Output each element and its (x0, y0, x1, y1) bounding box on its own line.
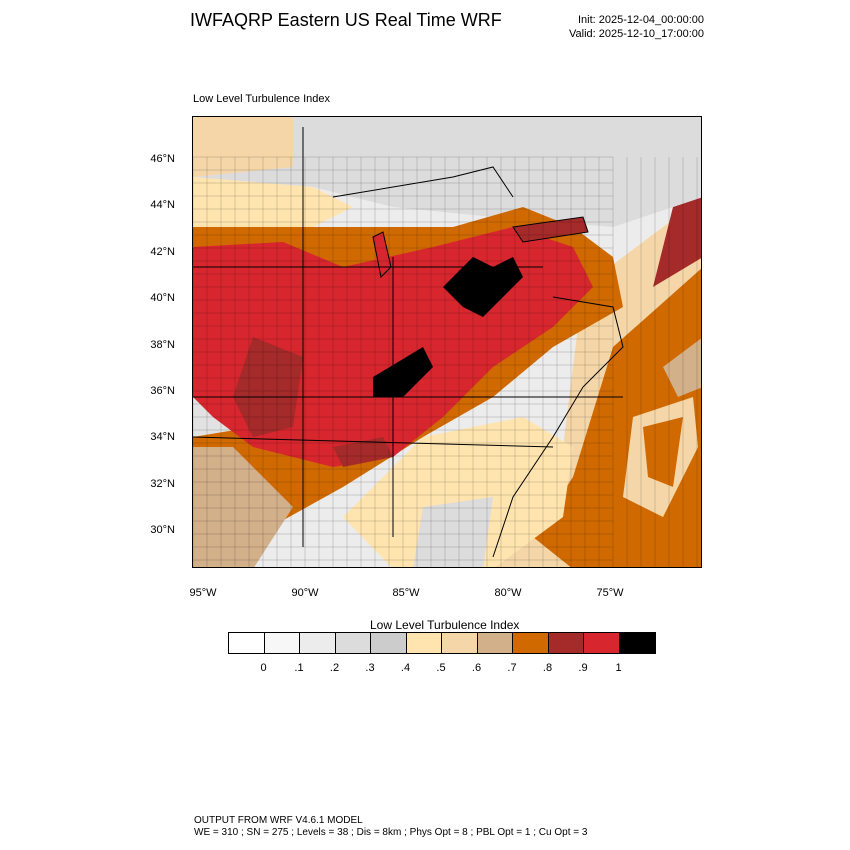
valid-time: Valid: 2025-12-10_17:00:00 (569, 28, 704, 40)
colorbar-tick-label: .6 (471, 662, 482, 674)
colorbar-tick-label: .2 (329, 662, 340, 674)
longitude-label: 75°W (596, 587, 624, 599)
colorbar-swatch (584, 633, 620, 653)
southeast-gray-region (413, 497, 493, 567)
ocean-dark-red-patch (653, 197, 701, 287)
colorbar-swatch (264, 633, 300, 653)
northwest-tan-region (193, 117, 293, 177)
latitude-label: 38°N (150, 338, 175, 351)
latitude-label: 36°N (150, 385, 175, 397)
ocean-tan-band (663, 338, 701, 397)
panel-title: Low Level Turbulence Index (193, 93, 330, 105)
turbulence-map (193, 117, 701, 567)
colorbar-tick-label: .1 (294, 662, 304, 674)
colorbar-swatch (371, 633, 407, 653)
latitude-label: 46°N (150, 153, 175, 165)
latitude-label: 44°N (150, 199, 175, 212)
ocean-orange-core (643, 417, 683, 487)
longitude-label: 95°W (189, 587, 217, 599)
colorbar-swatch (406, 633, 442, 653)
latitude-label: 34°N (150, 431, 175, 444)
lake-erie (512, 216, 589, 243)
colorbar-tick-label: .7 (507, 662, 517, 674)
init-time: Init: 2025-12-04_00:00:00 (578, 14, 704, 26)
longitude-label: 80°W (494, 587, 522, 599)
latitude-label: 42°N (150, 245, 175, 258)
colorbar-tick-label: .3 (365, 662, 375, 674)
southwest-tan-region (193, 447, 293, 567)
colorbar-swatch (442, 633, 478, 653)
longitude-label: 85°W (392, 587, 420, 599)
border-line (193, 436, 554, 448)
dark-red-region (233, 337, 303, 437)
colorbar-swatch (335, 633, 371, 653)
colorbar-tick-label: .8 (542, 662, 553, 674)
footer-line-1: OUTPUT FROM WRF V4.6.1 MODEL (194, 815, 363, 826)
state-borders (193, 127, 624, 558)
southeast-light-region (343, 417, 573, 567)
latitude-label: 32°N (150, 477, 175, 490)
colorbar (228, 632, 656, 654)
footer-line-2: WE = 310 ; SN = 275 ; Levels = 38 ; Dis … (194, 827, 588, 838)
colorbar-swatch (619, 633, 655, 653)
colorbar-tick-label: .4 (400, 662, 411, 674)
colorbar-tick-label: 1 (615, 662, 622, 674)
colorbar-swatch (548, 633, 584, 653)
north-gray-region (193, 117, 701, 227)
colorbar-swatch (513, 633, 549, 653)
county-grid (193, 156, 698, 567)
colorbar-swatch (300, 633, 336, 653)
latitude-label: 40°N (150, 292, 175, 305)
colorbar-tick-label: .9 (578, 662, 588, 674)
main-title: IWFAQRP Eastern US Real Time WRF (190, 10, 502, 30)
map-panel (192, 116, 702, 568)
longitude-label: 90°W (291, 587, 319, 599)
latitude-label: 30°N (150, 524, 175, 537)
init-valid-info: Init: 2025-12-04_00:00:00 Valid: 2025-12… (569, 13, 704, 41)
colorbar-swatch (229, 633, 265, 653)
model-footer: OUTPUT FROM WRF V4.6.1 MODEL WE = 310 ; … (194, 815, 587, 839)
dark-red-south (333, 437, 393, 467)
colorbar-swatch (477, 633, 513, 653)
colorbar-title: Low Level Turbulence Index (370, 618, 520, 632)
colorbar-tick-label: .5 (436, 662, 446, 674)
colorbar-tick-label: 0 (260, 662, 267, 674)
